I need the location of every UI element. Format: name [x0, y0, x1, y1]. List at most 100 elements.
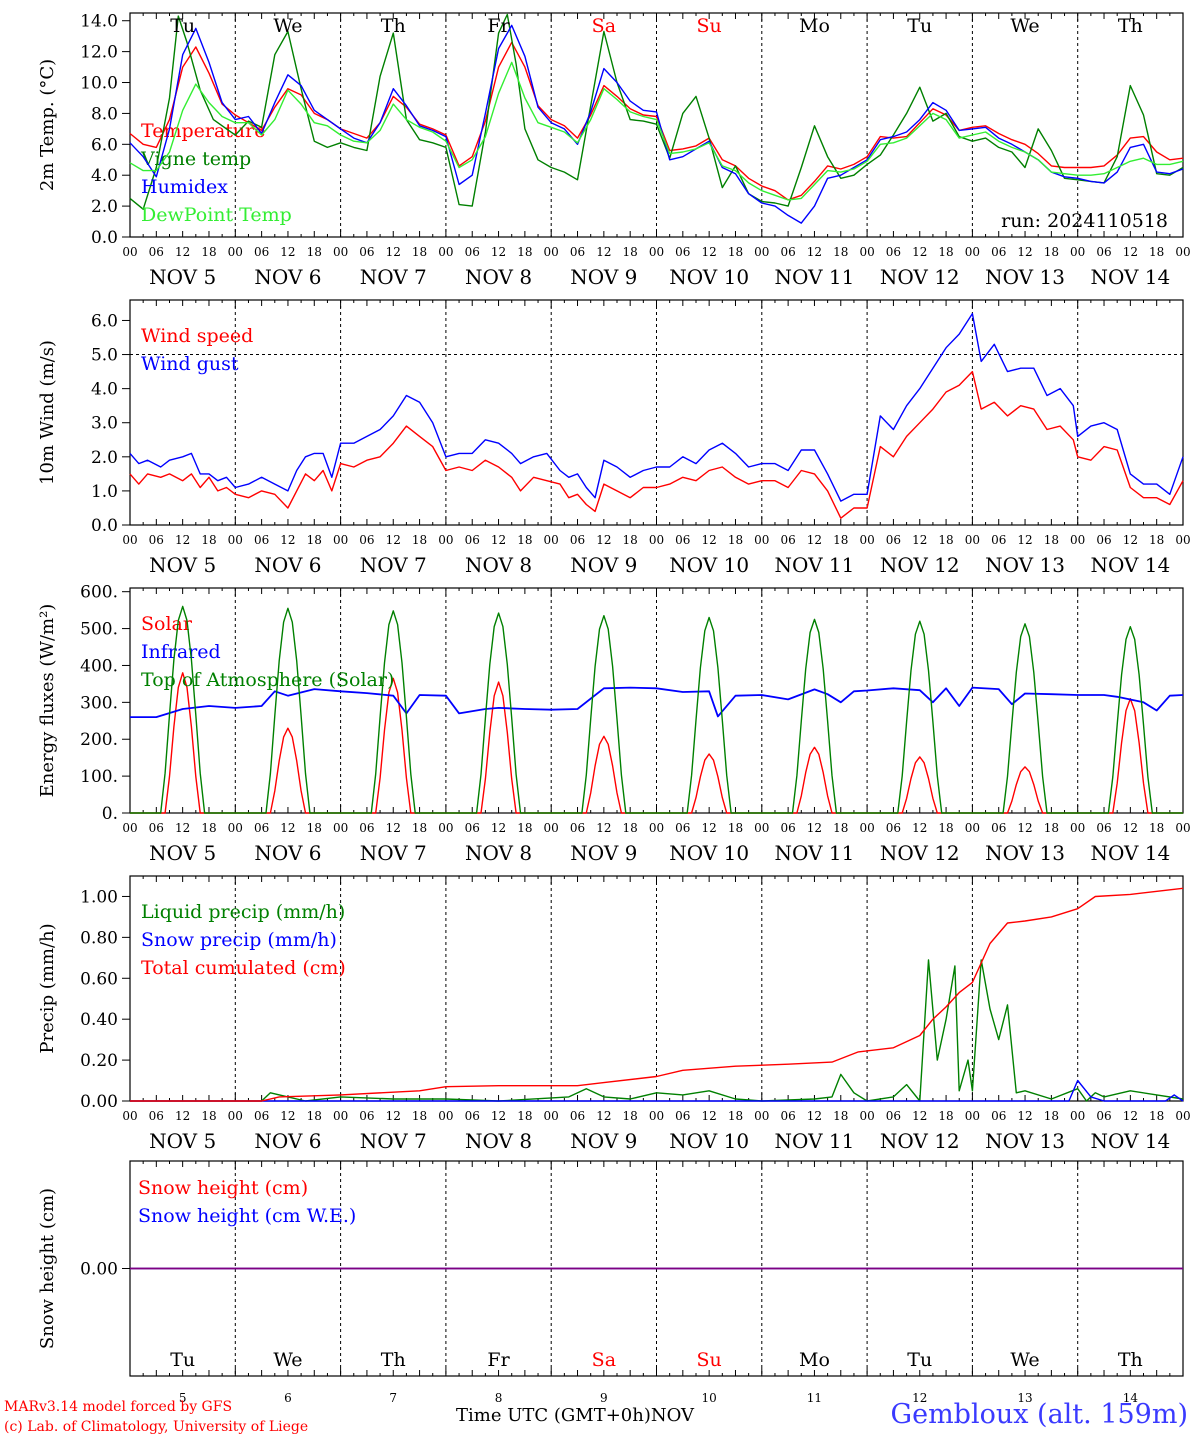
date-label: NOV 12	[880, 1129, 960, 1153]
hour-tick-label: 00	[544, 533, 559, 547]
hour-tick-label: 18	[833, 533, 848, 547]
hour-tick-label: 12	[175, 533, 190, 547]
date-label: NOV 9	[570, 841, 637, 865]
hour-tick-label: 18	[1044, 821, 1059, 835]
hour-tick-label: 12	[702, 533, 717, 547]
hour-tick-label: 06	[780, 821, 795, 835]
hour-tick-label: 06	[886, 821, 901, 835]
hour-tick-label: 18	[201, 1109, 216, 1123]
hour-tick-label: 18	[623, 1109, 638, 1123]
hour-tick-label: 12	[912, 533, 927, 547]
hour-tick-label: 12	[1017, 821, 1032, 835]
weekday-label: Th	[1118, 1349, 1143, 1371]
day-number-label: 10	[702, 1391, 717, 1405]
hour-tick-label: 06	[1096, 821, 1111, 835]
legend-entry: Temperature	[141, 120, 265, 142]
hour-tick-label: 18	[307, 821, 322, 835]
y-tick-label: 200.	[80, 730, 118, 750]
hour-tick-label: 06	[570, 1109, 585, 1123]
hour-tick-label: 00	[1175, 533, 1190, 547]
hour-tick-label: 12	[912, 1109, 927, 1123]
hour-tick-label: 06	[465, 533, 480, 547]
hour-tick-label: 00	[754, 245, 769, 259]
x-axis-title: Time UTC (GMT+0h)NOV	[456, 1405, 695, 1426]
date-label: NOV 6	[254, 553, 321, 577]
series-line	[130, 887, 1184, 1102]
y-axis-label: Precip (mm/h)	[37, 923, 58, 1053]
y-axis-label: Energy fluxes (W/m²)	[37, 604, 58, 798]
hour-tick-label: 12	[386, 821, 401, 835]
hour-tick-label: 18	[1044, 1109, 1059, 1123]
date-label: NOV 7	[360, 553, 427, 577]
hour-tick-label: 18	[728, 533, 743, 547]
hour-tick-label: 18	[1044, 533, 1059, 547]
hour-tick-label: 06	[886, 1109, 901, 1123]
date-label: NOV 11	[775, 553, 855, 577]
y-tick-label: 8.0	[91, 104, 118, 124]
hour-tick-label: 06	[991, 245, 1006, 259]
date-label: NOV 6	[254, 1129, 321, 1153]
weekday-label: Mo	[799, 1349, 830, 1371]
date-label: NOV 11	[775, 1129, 855, 1153]
y-tick-label: 6.0	[91, 135, 118, 155]
series-line	[130, 1079, 1184, 1102]
hour-tick-label: 18	[938, 533, 953, 547]
hour-tick-label: 18	[833, 245, 848, 259]
legend-entry: Snow height (cm)	[138, 1177, 308, 1199]
hour-tick-label: 00	[544, 821, 559, 835]
legend-entry: Total cumulated (cm)	[141, 957, 346, 979]
date-label: NOV 8	[465, 553, 532, 577]
hour-tick-label: 00	[122, 1109, 137, 1123]
hour-tick-label: 06	[886, 245, 901, 259]
hour-tick-label: 00	[438, 533, 453, 547]
hour-tick-label: 12	[1017, 533, 1032, 547]
series-line	[130, 686, 1184, 718]
hour-tick-label: 00	[1175, 245, 1190, 259]
hour-tick-label: 06	[149, 533, 164, 547]
y-tick-label: 0.20	[80, 1051, 118, 1071]
hour-tick-label: 06	[675, 245, 690, 259]
hour-tick-label: 18	[1149, 533, 1164, 547]
hour-tick-label: 00	[649, 821, 664, 835]
y-tick-label: 0.40	[80, 1010, 118, 1030]
day-number-label: 6	[284, 1391, 292, 1405]
y-tick-label: 4.0	[91, 380, 118, 400]
series-line	[129, 312, 1184, 502]
series-line	[129, 24, 1184, 224]
hour-tick-label: 12	[280, 1109, 295, 1123]
date-label: NOV 14	[1090, 265, 1170, 289]
weekday-label: Sa	[592, 1349, 616, 1371]
weekday-label: Fr	[487, 15, 510, 37]
hour-tick-label: 12	[807, 821, 822, 835]
hour-tick-label: 12	[386, 245, 401, 259]
hour-tick-label: 06	[991, 533, 1006, 547]
series-line	[130, 959, 1184, 1102]
hour-tick-label: 00	[965, 533, 980, 547]
y-axis-label: 2m Temp. (°C)	[37, 59, 58, 191]
hour-tick-label: 12	[912, 821, 927, 835]
hour-tick-label: 00	[333, 245, 348, 259]
date-label: NOV 11	[775, 841, 855, 865]
hour-tick-label: 12	[491, 245, 506, 259]
hour-tick-label: 12	[175, 245, 190, 259]
y-tick-label: 6.0	[91, 311, 118, 331]
hour-tick-label: 12	[386, 1109, 401, 1123]
hour-tick-label: 18	[412, 1109, 427, 1123]
hour-tick-label: 06	[1096, 1109, 1111, 1123]
hour-tick-label: 18	[833, 821, 848, 835]
hour-tick-label: 00	[438, 1109, 453, 1123]
legend-entry: Infrared	[141, 641, 221, 663]
hour-tick-label: 12	[1123, 245, 1138, 259]
y-tick-label: 0.00	[80, 1260, 118, 1280]
hour-tick-label: 12	[491, 821, 506, 835]
y-tick-label: 0.60	[80, 969, 118, 989]
date-label: NOV 13	[985, 553, 1065, 577]
hour-tick-label: 00	[859, 821, 874, 835]
day-number-label: 14	[1123, 1391, 1139, 1405]
legend-entry: Wind gust	[141, 353, 239, 375]
hour-tick-label: 06	[465, 821, 480, 835]
hour-tick-label: 12	[702, 821, 717, 835]
hour-tick-label: 00	[754, 533, 769, 547]
hour-tick-label: 18	[938, 821, 953, 835]
y-tick-label: 0.00	[80, 1092, 118, 1112]
